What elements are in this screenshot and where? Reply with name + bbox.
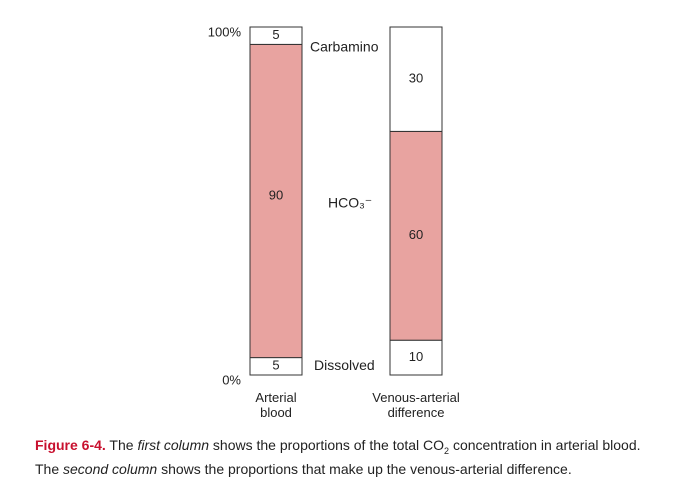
y-tick-label: 0%: [222, 372, 241, 387]
bar-segment: [249, 43, 303, 359]
value-label: 30: [409, 71, 423, 86]
bar-segment: [389, 339, 443, 376]
caption-text: shows the proportions of the total CO: [209, 437, 445, 453]
value-label: 5: [272, 358, 279, 373]
series-label: Carbamino: [310, 38, 379, 54]
caption-text: first column: [137, 437, 210, 453]
value-label: 10: [409, 349, 423, 364]
caption-text: second column: [63, 460, 158, 477]
series-label: Dissolved: [314, 357, 375, 373]
bar-segment: [389, 26, 443, 132]
y-tick-label: 100%: [208, 24, 242, 39]
caption-text: The: [105, 437, 138, 453]
caption-text: 2: [444, 445, 450, 456]
figure-label: Figure 6-4.: [35, 437, 106, 453]
value-label: 60: [409, 227, 423, 242]
series-label: HCO₃⁻: [328, 195, 372, 211]
value-label: 5: [272, 27, 279, 42]
caption-text: concentration in arterial blood. The: [35, 437, 641, 477]
x-tick-label: Arterial blood: [255, 390, 297, 420]
bar-segment: [249, 26, 303, 45]
caption: Figure 6-4. The first column shows the p…: [35, 436, 650, 478]
x-tick-label: Venous-arterial difference: [372, 390, 460, 420]
chart: 0% 100% 5 90 5 10 60 30 Dissolved HCO₃⁻ Carbamino: [208, 24, 443, 387]
bar-segment: [389, 130, 443, 341]
value-label: 90: [269, 187, 283, 202]
caption-text: shows the proportions that make up the v…: [157, 460, 572, 477]
